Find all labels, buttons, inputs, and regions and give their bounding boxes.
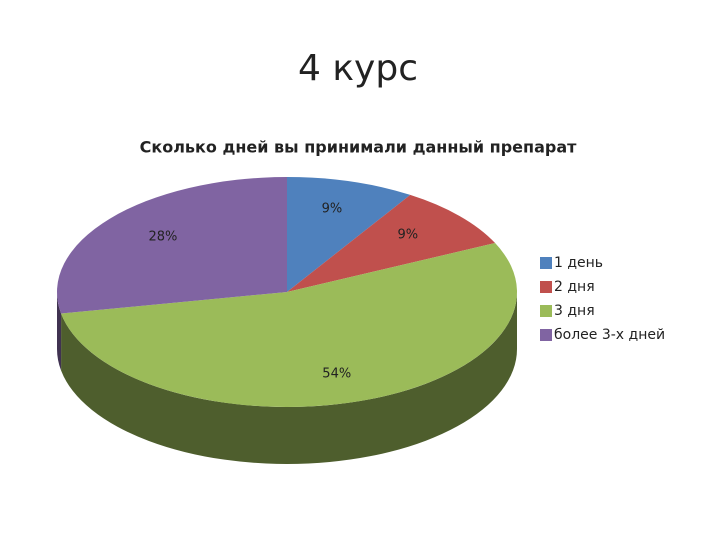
data-label: 9% [397, 227, 418, 242]
slice [61, 243, 518, 408]
legend-label: 2 дня [554, 279, 595, 295]
slice [56, 177, 287, 314]
chart-title: Сколько дней вы принимали данный препара… [140, 138, 578, 157]
legend-swatch [540, 257, 552, 269]
data-label: 54% [322, 367, 351, 382]
legend-label: более 3-х дней [554, 327, 665, 343]
legend-swatch [540, 281, 552, 293]
data-label: 9% [322, 202, 343, 217]
data-label: 28% [148, 230, 177, 245]
legend-swatch [540, 305, 552, 317]
slice [287, 176, 411, 292]
legend-label: 3 дня [554, 303, 595, 319]
slice-side [57, 292, 62, 371]
slice-side [61, 292, 517, 465]
slide-title: 4 курс [298, 48, 418, 89]
legend-swatch [540, 329, 552, 341]
slice [287, 194, 496, 292]
legend-label: 1 день [554, 255, 603, 271]
